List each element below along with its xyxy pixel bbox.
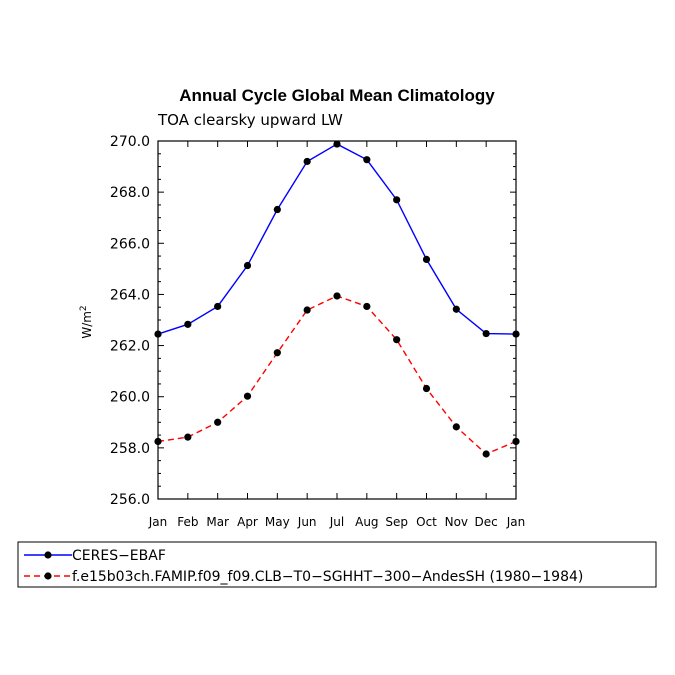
x-tick-label: Oct xyxy=(416,515,437,529)
y-tick-label: 262.0 xyxy=(110,339,150,355)
data-point xyxy=(273,205,281,214)
svg-text:W/m2: W/m2 xyxy=(79,305,94,338)
x-tick-label: Dec xyxy=(475,515,498,529)
x-tick-label: Aug xyxy=(355,515,378,529)
y-tick-label: 260.0 xyxy=(110,390,150,406)
data-point xyxy=(214,418,222,426)
legend-marker-2 xyxy=(44,572,52,580)
data-point xyxy=(512,330,520,338)
x-tick-label: Jan xyxy=(148,515,168,529)
data-point xyxy=(214,302,222,311)
data-point xyxy=(333,140,341,148)
y-tick-label: 258.0 xyxy=(110,441,150,457)
data-point xyxy=(333,292,341,300)
data-point xyxy=(452,305,460,313)
x-tick-label: May xyxy=(265,515,290,529)
y-tick-label: 268.0 xyxy=(110,185,150,201)
data-point xyxy=(243,392,252,400)
y-tick-label: 266.0 xyxy=(110,236,150,252)
data-point xyxy=(303,306,311,314)
x-tick-label: Sep xyxy=(385,515,408,529)
data-point xyxy=(393,196,401,204)
data-point xyxy=(184,320,192,328)
y-tick-label: 256.0 xyxy=(110,492,150,508)
data-point xyxy=(273,349,281,357)
data-point xyxy=(482,450,490,458)
data-point xyxy=(482,329,490,338)
data-point xyxy=(363,156,371,164)
y-axis-label-text: W/m xyxy=(80,311,94,339)
x-tick-label: Jul xyxy=(329,515,344,529)
x-tick-label: Feb xyxy=(177,515,198,529)
plot-frame xyxy=(157,140,517,500)
data-point xyxy=(154,437,162,446)
legend-marker-1 xyxy=(44,551,52,559)
y-axis-label: W/m2 xyxy=(79,305,94,338)
y-tick-label: 264.0 xyxy=(110,287,150,303)
x-tick-label: Apr xyxy=(237,515,258,529)
legend: CERES−EBAF f.e15b03ch.FAMIP.f09_f09.CLB−T… xyxy=(24,548,583,585)
data-point xyxy=(303,157,311,166)
legend-label-1: CERES−EBAF xyxy=(72,548,166,564)
data-point xyxy=(452,423,460,431)
y-tick-label: 270.0 xyxy=(110,134,150,150)
series-line-2 xyxy=(157,295,517,455)
x-tick-label: Nov xyxy=(445,515,468,529)
data-point xyxy=(363,302,371,311)
data-point xyxy=(422,384,431,393)
data-point xyxy=(512,437,520,446)
data-point xyxy=(184,433,192,441)
legend-box xyxy=(17,541,657,588)
legend-label-2: f.e15b03ch.FAMIP.f09_f09.CLB−T0−SGHHT−30… xyxy=(72,569,583,585)
x-tick-label: Mar xyxy=(206,515,229,529)
y-axis-label-superscript: 2 xyxy=(79,305,89,311)
x-tick-label: Jun xyxy=(297,515,317,529)
series-layer xyxy=(154,140,520,458)
series-line-1 xyxy=(157,143,517,335)
data-point xyxy=(422,255,431,263)
chart-subtitle: TOA clearsky upward LW xyxy=(157,111,343,129)
data-point xyxy=(243,261,252,270)
x-tick-label: Jan xyxy=(506,515,526,529)
data-point xyxy=(154,330,162,338)
axes: 256.0 258.0 260.0 262.0 264.0 266.0 268.0 270.0… xyxy=(110,134,525,529)
chart-title: Annual Cycle Global Mean Climatology xyxy=(179,86,495,105)
data-point xyxy=(393,336,401,344)
